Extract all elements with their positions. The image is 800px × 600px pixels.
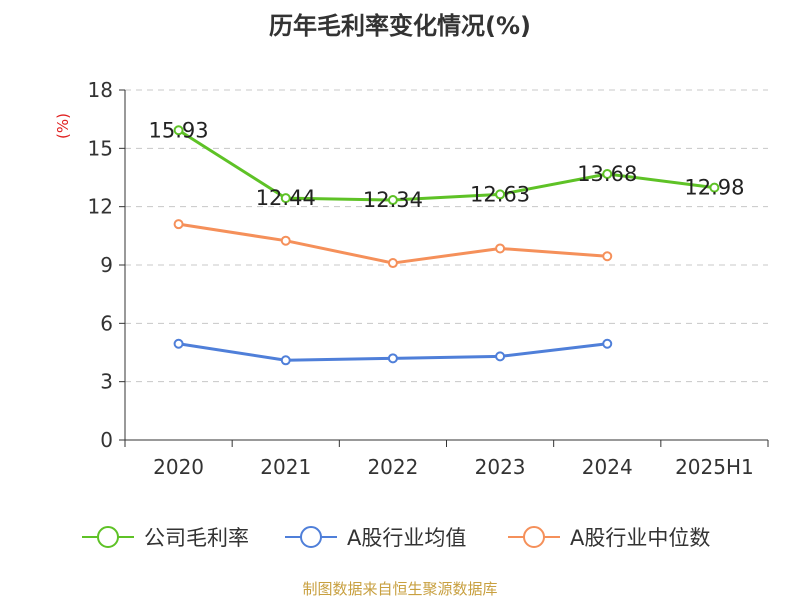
y-tick-label: 15 — [88, 136, 113, 160]
y-tick-label: 3 — [100, 370, 113, 394]
data-point — [173, 219, 184, 230]
data-point — [495, 243, 506, 254]
data-label: 12.98 — [684, 176, 744, 200]
data-point — [280, 193, 291, 204]
x-tick-label: 2022 — [367, 455, 418, 479]
data-point — [709, 182, 720, 193]
legend-marker — [523, 526, 545, 548]
data-point — [602, 251, 613, 262]
legend-label: A股行业均值 — [347, 526, 466, 550]
legend-marker — [97, 526, 119, 548]
data-label: 15.93 — [149, 118, 209, 142]
data-point — [280, 235, 291, 246]
y-tick-label: 6 — [100, 311, 113, 335]
data-point — [387, 258, 398, 269]
y-tick-labels: 0 3 6 9 12 15 18 — [88, 78, 113, 452]
data-point — [173, 125, 184, 136]
legend-label: A股行业中位数 — [570, 526, 710, 550]
data-label: 12.44 — [256, 186, 316, 210]
legend: 公司毛利率 A股行业均值 A股行业中位数 — [82, 526, 710, 550]
data-labels: 15.93 12.44 12.34 12.63 13.68 12.98 — [149, 118, 745, 212]
grid-lines — [125, 89, 768, 383]
y-axis-label: (%) — [54, 113, 72, 139]
data-label: 12.34 — [363, 188, 423, 212]
data-point — [173, 338, 184, 349]
x-tick-label: 2021 — [260, 455, 311, 479]
legend-marker — [300, 526, 322, 548]
data-point — [387, 195, 398, 206]
data-point — [387, 353, 398, 364]
y-tick-label: 18 — [88, 78, 113, 102]
y-tick-label: 0 — [100, 428, 113, 452]
y-tick-label: 9 — [100, 253, 113, 277]
x-tick-label: 2025H1 — [675, 455, 754, 479]
data-point — [280, 355, 291, 366]
data-label: 12.63 — [470, 182, 530, 206]
x-tick-labels: 2020 2021 2022 2023 2024 2025H1 — [153, 455, 754, 479]
data-point — [602, 338, 613, 349]
data-point — [495, 189, 506, 200]
x-tick-label: 2024 — [582, 455, 633, 479]
data-point — [495, 351, 506, 362]
legend-label: 公司毛利率 — [144, 526, 249, 550]
series-line — [178, 222, 608, 265]
series-line — [177, 128, 715, 202]
data-point — [602, 169, 613, 179]
x-tick-label: 2023 — [475, 455, 526, 479]
series-lines — [173, 125, 720, 366]
data-label: 13.68 — [577, 162, 637, 186]
y-tick-label: 12 — [88, 195, 113, 219]
axes — [119, 89, 769, 447]
data-source-note: 制图数据来自恒生聚源数据库 — [302, 580, 498, 598]
x-tick-label: 2020 — [153, 455, 204, 479]
chart-title: 历年毛利率变化情况(%) — [269, 12, 531, 40]
